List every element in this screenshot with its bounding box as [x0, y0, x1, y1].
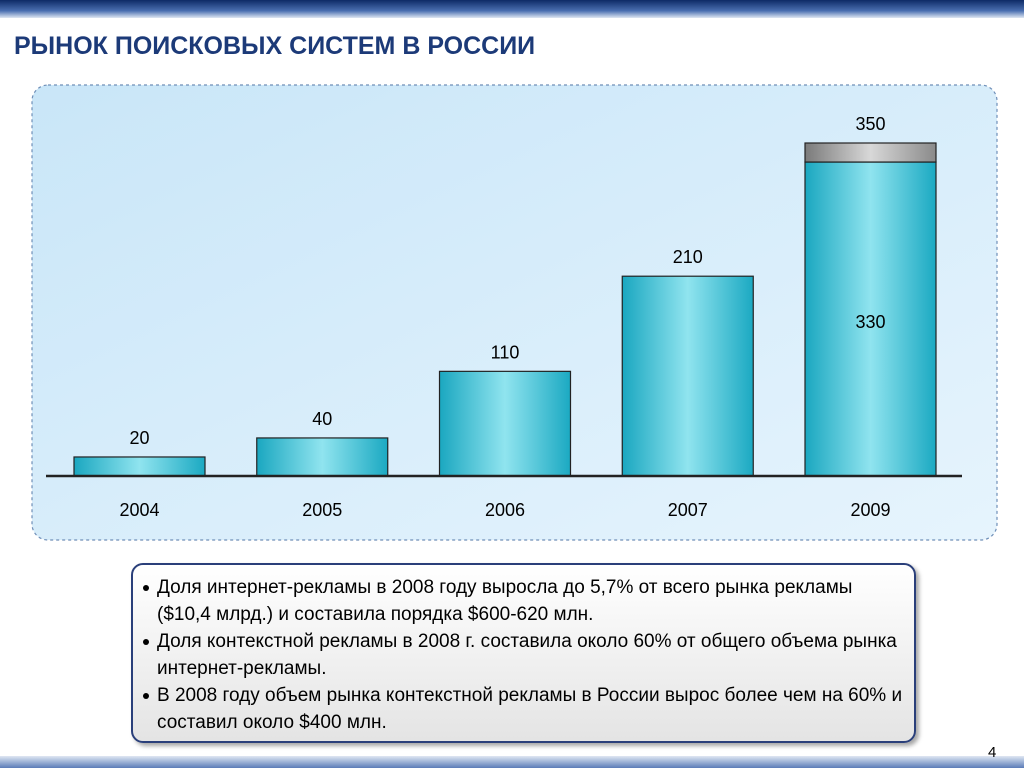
chart: 20 2004 40 2005 110 2006 210 2007 350 330 2009	[31, 84, 998, 541]
notes-box: Доля интернет-рекламы в 2008 году выросл…	[131, 563, 916, 743]
total-label: 110	[491, 342, 520, 362]
top-band	[0, 0, 1024, 18]
total-label: 20	[129, 428, 149, 448]
value-label: 330	[855, 312, 885, 332]
x-tick-label: 2006	[485, 500, 525, 520]
slide-title: РЫНОК ПОИСКОВЫХ СИСТЕМ В РОССИИ	[14, 32, 536, 60]
bar	[804, 142, 937, 163]
x-tick-label: 2007	[668, 500, 708, 520]
total-label: 210	[673, 247, 703, 267]
x-tick-label: 2009	[850, 500, 890, 520]
total-label: 350	[855, 114, 885, 134]
bar	[73, 456, 206, 477]
note-item: В 2008 году объем рынка контекстной рекл…	[141, 683, 906, 736]
total-label: 40	[312, 409, 332, 429]
note-item: Доля контекстной рекламы в 2008 г. соста…	[141, 629, 906, 682]
bar	[256, 437, 389, 477]
note-item: Доля интернет-рекламы в 2008 году выросл…	[141, 575, 906, 628]
bar	[621, 275, 754, 477]
bottom-band	[0, 756, 1024, 768]
page-number: 4	[988, 744, 997, 761]
chart-panel	[31, 84, 998, 541]
x-tick-label: 2004	[119, 500, 159, 520]
bar	[438, 370, 572, 477]
x-tick-label: 2005	[302, 500, 342, 520]
